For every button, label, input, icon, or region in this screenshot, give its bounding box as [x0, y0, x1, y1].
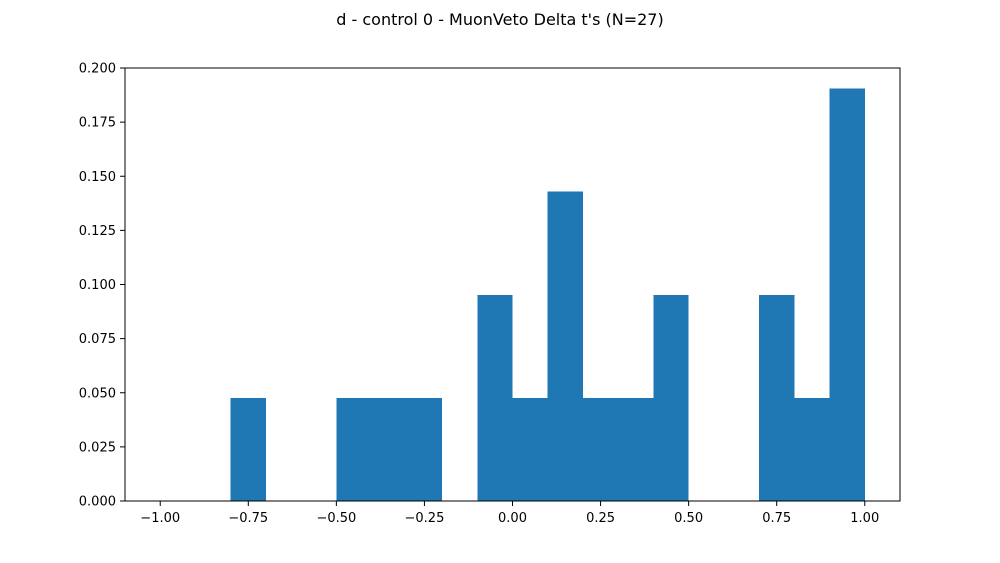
histogram-bar-12	[829, 88, 865, 501]
y-tick-label-7: 0.175	[79, 116, 116, 131]
x-tick-label-6: 0.50	[674, 511, 703, 526]
histogram-bar-6	[547, 191, 583, 501]
histogram-bar-9	[653, 294, 689, 501]
x-tick-label-8: 1.00	[850, 511, 879, 526]
x-tick-label-2: −0.50	[316, 511, 356, 526]
y-tick-label-5: 0.125	[79, 224, 116, 239]
histogram-bar-11	[794, 397, 830, 501]
histogram-bar-2	[371, 397, 407, 501]
y-tick-label-4: 0.100	[79, 278, 116, 293]
histogram-bar-4	[477, 294, 513, 501]
x-tick-label-0: −1.00	[140, 511, 180, 526]
x-tick-label-1: −0.75	[228, 511, 268, 526]
y-tick-label-2: 0.050	[79, 386, 116, 401]
histogram-bar-0	[230, 397, 266, 501]
histogram-bar-5	[512, 397, 548, 501]
y-axis-ticks: 0.000 0.025 0.050 0.075 0.100 0.125 0.150 0.175…	[79, 62, 125, 510]
y-tick-label-8: 0.200	[79, 62, 116, 77]
histogram-bar-8	[618, 397, 654, 501]
histogram-bar-1	[336, 397, 372, 501]
x-tick-label-7: 0.75	[762, 511, 791, 526]
chart-title: d - control 0 - MuonVeto Delta t's (N=27…	[336, 10, 663, 29]
y-tick-label-3: 0.075	[79, 332, 116, 347]
x-tick-label-4: 0.00	[498, 511, 527, 526]
x-axis-ticks: −1.00 −0.75 −0.50 −0.25 0.00 0.25 0.50 0.75 1.00	[140, 501, 879, 526]
histogram-bar-7	[582, 397, 619, 501]
y-tick-label-1: 0.025	[79, 440, 116, 455]
y-tick-label-6: 0.150	[79, 170, 116, 185]
plot-frame	[124, 67, 901, 502]
histogram-bar-10	[759, 294, 795, 501]
x-tick-label-3: −0.25	[405, 511, 445, 526]
y-tick-label-0: 0.000	[79, 495, 116, 510]
bars-group	[230, 88, 865, 501]
histogram-bar-3	[406, 397, 443, 501]
x-tick-label-5: 0.25	[586, 511, 615, 526]
